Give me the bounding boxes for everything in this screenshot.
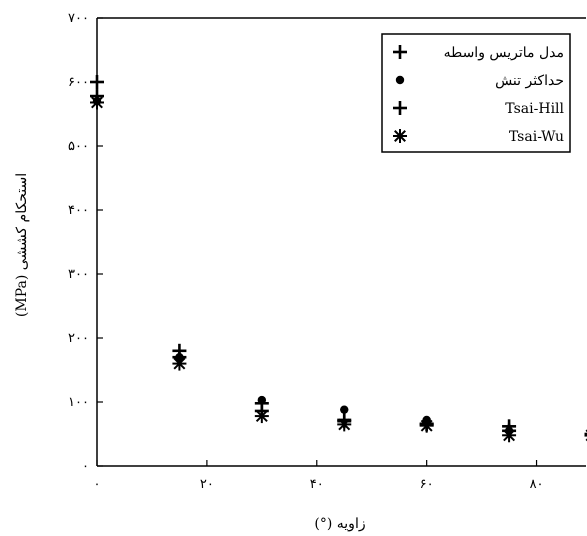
legend-label: Tsai-Wu: [509, 129, 564, 145]
data-point-s3: [255, 409, 269, 423]
data-point-s1: [340, 405, 348, 413]
y-tick-label: ۳۰۰: [68, 267, 89, 282]
data-point-s3: [502, 428, 516, 442]
legend-label: حداکثر تنش: [495, 73, 564, 89]
x-axis-title: زاویه (°): [314, 516, 365, 532]
legend: مدل ماتریس واسطه حداکثر تنش Tsai-Hill Tsai-…: [382, 34, 570, 152]
y-tick-label: ۴۰۰: [68, 203, 89, 218]
y-tick-label: ۲۰۰: [68, 331, 89, 346]
x-tick-label: ۰: [94, 477, 101, 492]
data-point-s3: [337, 417, 351, 431]
x-tick-label: ۶۰: [420, 477, 434, 492]
data-point-s0: [90, 75, 104, 89]
y-tick-label: ۰: [82, 459, 89, 474]
data-point-s3: [90, 95, 104, 109]
y-tick-label: ۵۰۰: [68, 139, 89, 154]
data-point-s1: [258, 396, 266, 404]
y-tick-label: ۶۰۰: [68, 75, 89, 90]
data-point-s3: [420, 419, 434, 433]
legend-marker-shape: [396, 76, 404, 84]
data-point-s1-shape: [258, 396, 266, 404]
data-point-s1-shape: [340, 405, 348, 413]
legend-marker: [396, 76, 404, 84]
data-point-s3: [172, 357, 186, 371]
legend-marker: [393, 129, 407, 143]
y-tick-label: ۱۰۰: [68, 395, 89, 410]
y-axis-title: استحکام کششی (MPa): [14, 173, 30, 317]
x-tick-label: ۸۰: [530, 477, 544, 492]
y-tick-label: ۷۰۰: [68, 11, 89, 26]
x-tick-label: ۲۰: [200, 477, 214, 492]
legend-label: Tsai-Hill: [505, 101, 564, 117]
x-tick-label: ۴۰: [310, 477, 324, 492]
legend-label: مدل ماتریس واسطه: [444, 45, 564, 61]
